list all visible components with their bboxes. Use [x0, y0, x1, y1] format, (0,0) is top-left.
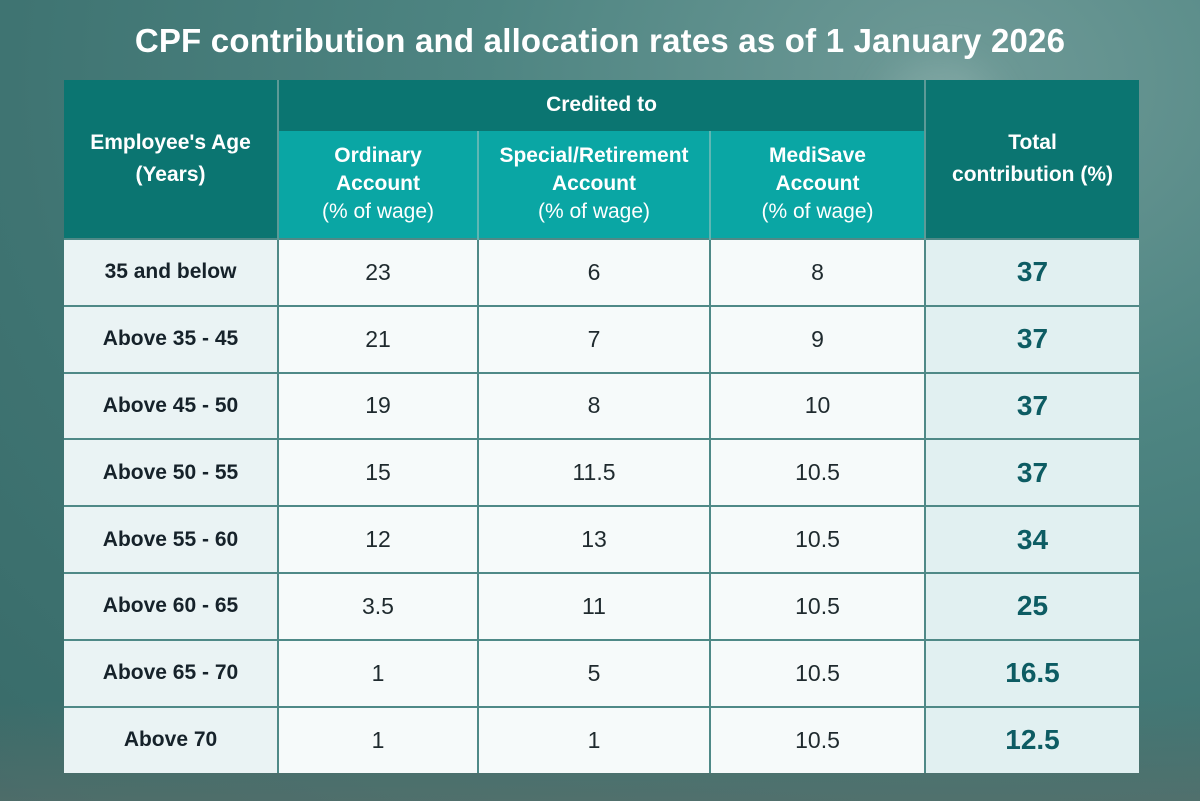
age-cell: Above 70 [64, 705, 279, 774]
ordinary-cell: 15 [278, 438, 479, 507]
header-ordinary-account: Ordinary Account (% of wage) [278, 130, 479, 239]
table-row: Above 50 - 55 15 11.5 10.5 37 [64, 438, 1139, 507]
header-total-contribution: Total contribution (%) [924, 80, 1139, 239]
header-employee-age: Employee's Age (Years) [64, 80, 279, 239]
ordinary-cell: 19 [278, 371, 479, 440]
special-cell: 8 [478, 371, 711, 440]
header-col-line2: Account [552, 172, 636, 196]
header-col-line2: Account [775, 172, 860, 196]
ordinary-cell: 12 [278, 505, 479, 573]
header-col-line3: (% of wage) [537, 200, 651, 224]
medisave-cell: 9 [710, 304, 926, 373]
header-medisave-account: MediSave Account (% of wage) [710, 130, 925, 239]
header-col-line3: (% of wage) [321, 200, 435, 224]
ordinary-cell: 1 [278, 705, 479, 774]
header-age-line1: Employee's Age [90, 131, 251, 154]
header-col-line1: Ordinary [334, 144, 422, 168]
header-total-line2: contribution (%) [952, 163, 1113, 186]
header-special-retirement-account: Special/Retirement Account (% of wage) [478, 130, 711, 239]
medisave-cell: 10 [710, 371, 926, 440]
medisave-cell: 10.5 [710, 505, 926, 573]
special-cell: 5 [478, 638, 711, 707]
total-cell: 25 [925, 571, 1139, 640]
table-row: Above 45 - 50 19 8 10 37 [64, 371, 1139, 440]
total-cell: 12.5 [925, 705, 1139, 774]
page-title: CPF contribution and allocation rates as… [134, 22, 1066, 59]
medisave-cell: 8 [710, 238, 926, 306]
header-col-line2: Account [336, 172, 420, 196]
header-col-line1: Special/Retirement [499, 144, 689, 168]
ordinary-cell: 21 [278, 304, 479, 373]
ordinary-cell: 1 [278, 638, 479, 707]
age-cell: Above 45 - 50 [64, 371, 279, 440]
table-row: Above 55 - 60 12 13 10.5 34 [64, 505, 1139, 573]
medisave-cell: 10.5 [710, 571, 926, 640]
contribution-rates-table: Employee's Age (Years) Credited to Total… [64, 80, 1139, 774]
header-col-line3: (% of wage) [761, 200, 874, 224]
special-cell: 11.5 [478, 438, 711, 507]
special-cell: 11 [478, 571, 711, 640]
medisave-cell: 10.5 [710, 705, 926, 774]
total-cell: 37 [925, 371, 1139, 440]
table-row: Above 70 1 1 10.5 12.5 [64, 705, 1139, 774]
special-cell: 7 [478, 304, 711, 373]
header-col-line1: MediSave [769, 144, 866, 168]
age-cell: Above 60 - 65 [64, 571, 279, 640]
special-cell: 13 [478, 505, 711, 573]
header-credited-to: Credited to [278, 80, 925, 131]
medisave-cell: 10.5 [710, 438, 926, 507]
table-row: Above 35 - 45 21 7 9 37 [64, 304, 1139, 373]
age-cell: Above 55 - 60 [64, 505, 279, 573]
age-cell: Above 50 - 55 [64, 438, 279, 507]
ordinary-cell: 23 [278, 238, 479, 306]
total-cell: 34 [925, 505, 1139, 573]
medisave-cell: 10.5 [710, 638, 926, 707]
special-cell: 1 [478, 705, 711, 774]
total-cell: 37 [925, 304, 1139, 373]
age-cell: Above 65 - 70 [64, 638, 279, 707]
special-cell: 6 [478, 238, 711, 306]
table-row: 35 and below 23 6 8 37 [64, 238, 1139, 306]
total-cell: 37 [925, 238, 1139, 306]
age-cell: Above 35 - 45 [64, 304, 279, 373]
total-cell: 16.5 [925, 638, 1139, 707]
header-total-line1: Total [1008, 131, 1057, 154]
ordinary-cell: 3.5 [278, 571, 479, 640]
total-cell: 37 [925, 438, 1139, 507]
table-row: Above 60 - 65 3.5 11 10.5 25 [64, 571, 1139, 640]
table-row: Above 65 - 70 1 5 10.5 16.5 [64, 638, 1139, 707]
header-age-line2: (Years) [135, 163, 206, 186]
age-cell: 35 and below [64, 238, 279, 306]
